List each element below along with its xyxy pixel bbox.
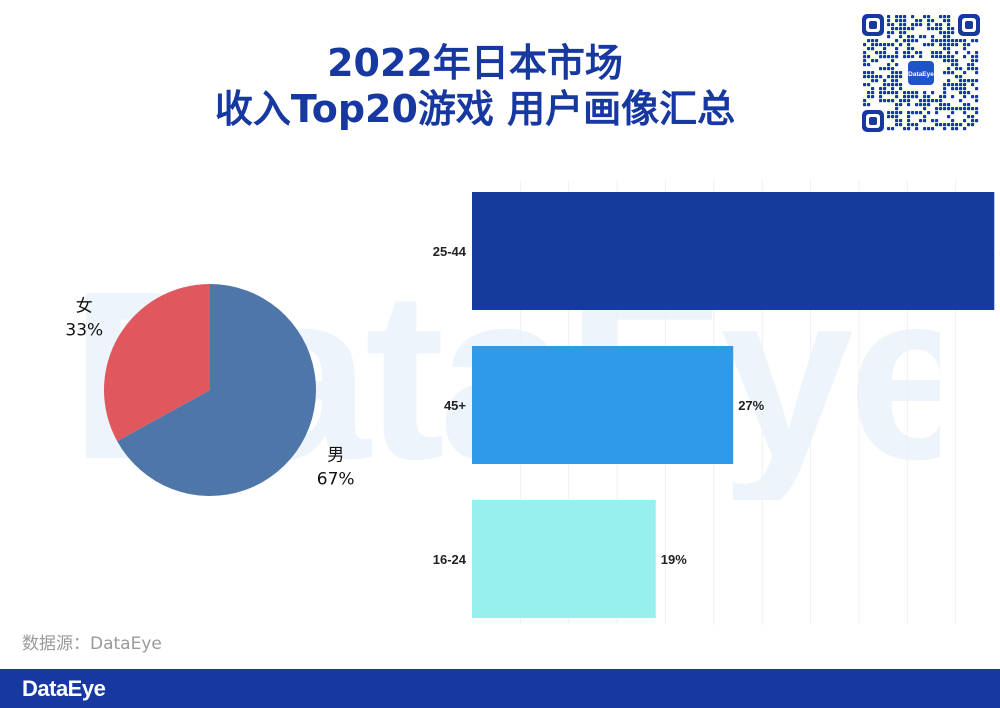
bar-16-24 (472, 500, 656, 618)
footer-logo: DataEye (22, 676, 106, 701)
title-line-1: 2022年日本市场 (327, 41, 623, 85)
pie-label-name: 女 (76, 297, 93, 317)
bar-45+ (472, 346, 734, 464)
qr-logo-text: DataEye (908, 71, 934, 78)
gender-pie-chart: 男 67% 女 33% (65, 284, 355, 496)
qr-logo-badge (908, 61, 934, 85)
qr-finder-top-right (958, 14, 980, 36)
pie-label-female: 女 33% (65, 297, 103, 341)
pie-label-value: 33% (65, 321, 103, 341)
pie-label-name: 男 (327, 445, 344, 465)
value-label: 19% (661, 552, 687, 567)
title-line-2: 收入Top20游戏 用户画像汇总 (214, 87, 736, 131)
category-label: 25-44 (433, 244, 467, 259)
qr-finder-bottom-left (862, 110, 884, 132)
bar-25-44 (472, 192, 995, 310)
qr-code: DataEye (860, 12, 982, 134)
category-label: 16-24 (433, 552, 467, 567)
data-source-note: 数据源：DataEye (22, 634, 162, 654)
pie-slice-female (103, 284, 210, 442)
value-label: 27% (738, 398, 764, 413)
pie-label-value: 67% (317, 469, 355, 489)
qr-finder-top-left (862, 14, 884, 36)
page-title: 2022年日本市场 收入Top20游戏 用户画像汇总 (0, 40, 950, 132)
pie-label-male: 男 67% (317, 445, 355, 489)
pie-slice-male (117, 284, 316, 496)
qr-code-modules (863, 15, 979, 131)
category-label: 45+ (444, 398, 466, 413)
footer-bar: DataEye (0, 669, 1000, 708)
